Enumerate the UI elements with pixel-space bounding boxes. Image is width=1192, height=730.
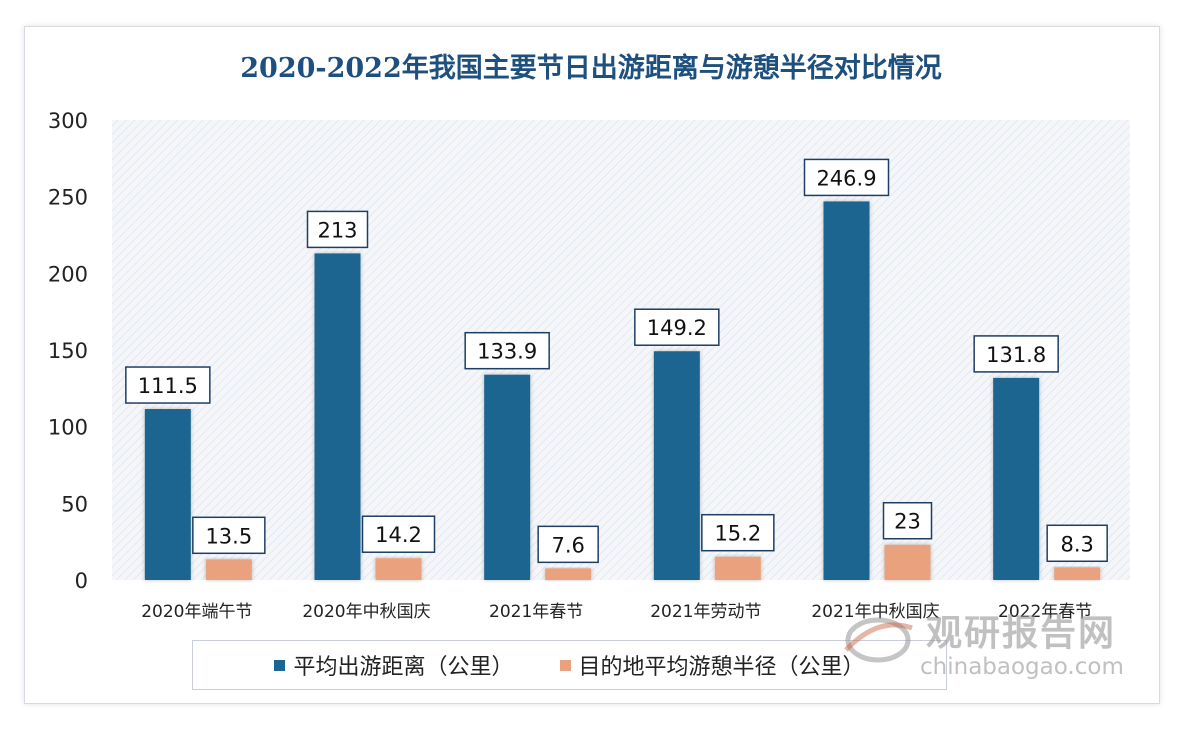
- watermark-url: chinabaogao.com: [920, 654, 1124, 680]
- x-axis: 2020年端午节 2020年中秋国庆 2021年春节 2021年劳动节 2021年中秋国…: [141, 602, 1092, 622]
- data-label: 15.2: [714, 522, 761, 546]
- bar-radius: [205, 559, 252, 580]
- data-labels: 111.5 13.5 213 14.2 133.9 7.6 149.2 15.2 246.9 23…: [125, 158, 1108, 564]
- data-label: 213: [317, 218, 357, 242]
- x-tick-label: 2021年中秋国庆: [811, 602, 939, 622]
- data-label: 111.5: [138, 374, 198, 398]
- data-label-box: [803, 158, 890, 197]
- y-tick-label: 200: [48, 262, 88, 286]
- bars: [144, 201, 1101, 581]
- data-label-box: [973, 335, 1059, 373]
- y-tick-label: 300: [48, 109, 88, 133]
- bar-radius: [375, 558, 422, 580]
- data-label-box: [306, 210, 369, 249]
- bar-radius: [545, 568, 592, 580]
- bar-distance: [653, 351, 700, 580]
- x-tick-label: 2021年劳动节: [650, 602, 761, 622]
- bar-distance: [484, 374, 531, 580]
- y-tick-label: 100: [48, 416, 88, 440]
- data-label: 13.5: [205, 524, 252, 548]
- data-label: 8.3: [1060, 532, 1093, 556]
- x-tick-label: 2020年中秋国庆: [302, 602, 430, 622]
- data-label: 246.9: [816, 166, 876, 190]
- bar-distance: [993, 377, 1040, 580]
- data-label-box: [464, 331, 550, 370]
- chart-title: 2020-2022年我国主要节日出游距离与游憩半径对比情况: [240, 53, 942, 84]
- bar-radius: [714, 556, 761, 580]
- y-tick-label: 250: [48, 186, 88, 210]
- data-label-box: [537, 525, 599, 564]
- bar-distance: [314, 253, 361, 580]
- x-tick-label: 2021年春节: [489, 602, 583, 622]
- plot-area: [112, 120, 1130, 580]
- legend-label-distance: 平均出游距离（公里）: [293, 655, 514, 680]
- data-label: 7.6: [551, 533, 584, 557]
- x-tick-label: 2020年端午节: [141, 602, 252, 622]
- globe-logo-icon: [844, 617, 913, 663]
- data-label: 133.9: [477, 340, 537, 364]
- watermark-brand: 观研报告网: [926, 613, 1117, 654]
- bar-distance: [144, 409, 191, 580]
- bar-distance: [823, 201, 870, 581]
- legend-swatch-distance: [274, 659, 286, 671]
- data-label-box: [701, 513, 775, 552]
- y-tick-label: 50: [61, 492, 88, 516]
- data-label-box: [192, 516, 266, 555]
- legend-label-radius: 目的地平均游憩半径（公里）: [578, 655, 865, 680]
- y-axis: 0 50 100 150 200 250 300: [48, 109, 88, 593]
- y-tick-label: 150: [48, 339, 88, 363]
- legend: 平均出游距离（公里） 目的地平均游憩半径（公里）: [192, 640, 947, 690]
- bar-radius: [884, 544, 931, 580]
- data-label: 131.8: [986, 343, 1046, 367]
- data-label-box: [634, 308, 720, 346]
- data-label-box: [1046, 524, 1108, 563]
- x-tick-label: 2022年春节: [998, 602, 1092, 622]
- data-label: 23: [894, 510, 921, 534]
- legend-item-radius: 目的地平均游憩半径（公里）: [559, 649, 865, 681]
- bar-radius: [1054, 567, 1101, 580]
- data-label: 149.2: [647, 316, 707, 340]
- legend-swatch-radius: [559, 659, 571, 671]
- y-tick-label: 0: [75, 569, 88, 593]
- watermark: 观研报告网 chinabaogao.com: [838, 604, 1148, 688]
- data-label-box: [361, 515, 436, 553]
- data-label-box: [882, 501, 933, 540]
- data-label: 14.2: [375, 523, 422, 547]
- legend-item-distance: 平均出游距离（公里）: [274, 649, 514, 681]
- data-label-box: [125, 366, 211, 404]
